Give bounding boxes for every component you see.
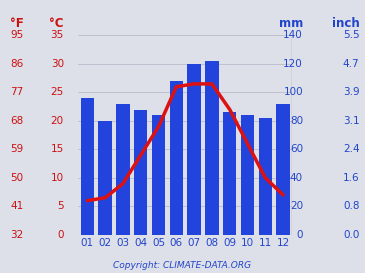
- Text: 140: 140: [283, 31, 303, 40]
- Text: 30: 30: [51, 59, 64, 69]
- Text: 3.9: 3.9: [343, 87, 360, 97]
- Bar: [223, 112, 237, 235]
- Bar: [205, 61, 219, 235]
- Text: inch: inch: [332, 17, 360, 30]
- Bar: [241, 115, 254, 235]
- Text: 86: 86: [11, 59, 24, 69]
- Text: Copyright: CLIMATE-DATA.ORG: Copyright: CLIMATE-DATA.ORG: [114, 261, 251, 270]
- Text: 60: 60: [290, 144, 303, 154]
- Text: 20: 20: [51, 116, 64, 126]
- Text: 35: 35: [51, 31, 64, 40]
- Text: 3.1: 3.1: [343, 116, 360, 126]
- Text: 100: 100: [283, 87, 303, 97]
- Bar: [259, 118, 272, 235]
- Text: 80: 80: [290, 116, 303, 126]
- Text: 32: 32: [11, 230, 24, 240]
- Text: 5: 5: [57, 201, 64, 211]
- Text: 25: 25: [51, 87, 64, 97]
- Bar: [188, 64, 201, 235]
- Text: 77: 77: [11, 87, 24, 97]
- Text: 50: 50: [11, 173, 24, 183]
- Text: 0.0: 0.0: [343, 230, 360, 240]
- Text: 0: 0: [57, 230, 64, 240]
- Text: 0.8: 0.8: [343, 201, 360, 211]
- Text: °F: °F: [10, 17, 24, 30]
- Text: mm: mm: [279, 17, 303, 30]
- Text: 5.5: 5.5: [343, 31, 360, 40]
- Text: °C: °C: [49, 17, 64, 30]
- Text: 4.7: 4.7: [343, 59, 360, 69]
- Text: 0: 0: [296, 230, 303, 240]
- Text: 120: 120: [283, 59, 303, 69]
- Text: 41: 41: [11, 201, 24, 211]
- Text: 10: 10: [51, 173, 64, 183]
- Bar: [170, 81, 183, 235]
- Text: 59: 59: [11, 144, 24, 154]
- Text: 15: 15: [51, 144, 64, 154]
- Text: 20: 20: [290, 201, 303, 211]
- Text: 40: 40: [290, 173, 303, 183]
- Text: 68: 68: [11, 116, 24, 126]
- Bar: [152, 115, 165, 235]
- Bar: [116, 104, 130, 235]
- Bar: [81, 98, 94, 235]
- Bar: [99, 121, 112, 235]
- Text: 95: 95: [11, 31, 24, 40]
- Text: 1.6: 1.6: [343, 173, 360, 183]
- Text: 2.4: 2.4: [343, 144, 360, 154]
- Bar: [134, 109, 147, 235]
- Bar: [276, 104, 290, 235]
